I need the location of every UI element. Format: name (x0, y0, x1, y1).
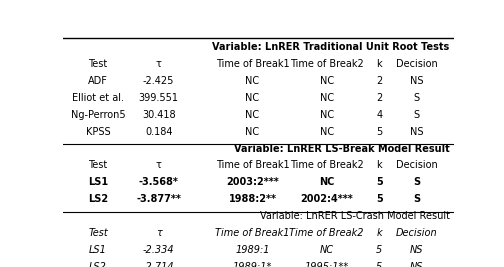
Text: LS1: LS1 (88, 177, 108, 187)
Text: NS: NS (410, 245, 423, 255)
Text: NC: NC (245, 76, 260, 86)
Text: 2003:2***: 2003:2*** (226, 177, 279, 187)
Text: -3.877**: -3.877** (136, 194, 181, 204)
Text: Decision: Decision (396, 228, 437, 238)
Text: Variable: LnRER LS-Crash Model Result: Variable: LnRER LS-Crash Model Result (260, 211, 450, 221)
Text: 5: 5 (376, 194, 383, 204)
Text: Test: Test (88, 228, 108, 238)
Text: 0.184: 0.184 (145, 127, 172, 137)
Text: Time of Break2: Time of Break2 (290, 160, 363, 170)
Text: S: S (413, 177, 420, 187)
Text: Time of Break1: Time of Break1 (216, 59, 289, 69)
Text: τ: τ (156, 160, 162, 170)
Text: Time of Break2: Time of Break2 (289, 228, 364, 238)
Text: -2.714: -2.714 (143, 262, 174, 267)
Text: 1989:1*: 1989:1* (233, 262, 272, 267)
Text: NS: NS (410, 76, 423, 86)
Text: NC: NC (320, 245, 334, 255)
Text: LS1: LS1 (89, 245, 107, 255)
Text: 5: 5 (376, 177, 383, 187)
Text: 30.418: 30.418 (142, 110, 175, 120)
Text: S: S (413, 110, 419, 120)
Text: -3.568*: -3.568* (139, 177, 178, 187)
Text: Time of Break1: Time of Break1 (215, 228, 290, 238)
Text: Test: Test (89, 160, 108, 170)
Text: NC: NC (320, 76, 334, 86)
Text: -2.334: -2.334 (143, 245, 174, 255)
Text: k: k (376, 228, 382, 238)
Text: 5: 5 (376, 245, 383, 255)
Text: Decision: Decision (396, 59, 437, 69)
Text: NC: NC (319, 177, 334, 187)
Text: Decision: Decision (396, 160, 437, 170)
Text: 4: 4 (376, 110, 383, 120)
Text: Time of Break1: Time of Break1 (216, 160, 289, 170)
Text: LS2: LS2 (88, 194, 108, 204)
Text: 2: 2 (376, 76, 383, 86)
Text: 5: 5 (376, 127, 383, 137)
Text: 1989:1: 1989:1 (235, 245, 270, 255)
Text: NC: NC (245, 110, 260, 120)
Text: τ: τ (156, 228, 162, 238)
Text: NS: NS (410, 127, 423, 137)
Text: Variable: LnRER LS-Break Model Result: Variable: LnRER LS-Break Model Result (234, 144, 450, 154)
Text: Time of Break2: Time of Break2 (290, 59, 363, 69)
Text: Elliot et al.: Elliot et al. (72, 93, 124, 103)
Text: NC: NC (320, 93, 334, 103)
Text: NC: NC (320, 127, 334, 137)
Text: NC: NC (320, 110, 334, 120)
Text: 1995:1**: 1995:1** (304, 262, 349, 267)
Text: 5: 5 (376, 262, 383, 267)
Text: k: k (376, 59, 382, 69)
Text: Ng-Perron5: Ng-Perron5 (71, 110, 125, 120)
Text: τ: τ (156, 59, 162, 69)
Text: Variable: LnRER Traditional Unit Root Tests: Variable: LnRER Traditional Unit Root Te… (213, 42, 450, 52)
Text: S: S (413, 194, 420, 204)
Text: 1988:2**: 1988:2** (228, 194, 276, 204)
Text: NS: NS (410, 262, 423, 267)
Text: 399.551: 399.551 (139, 93, 179, 103)
Text: 2: 2 (376, 93, 383, 103)
Text: k: k (376, 160, 382, 170)
Text: LS2: LS2 (89, 262, 107, 267)
Text: S: S (413, 93, 419, 103)
Text: ADF: ADF (88, 76, 108, 86)
Text: Test: Test (89, 59, 108, 69)
Text: 2002:4***: 2002:4*** (300, 194, 353, 204)
Text: NC: NC (245, 127, 260, 137)
Text: KPSS: KPSS (86, 127, 110, 137)
Text: -2.425: -2.425 (143, 76, 174, 86)
Text: NC: NC (245, 93, 260, 103)
